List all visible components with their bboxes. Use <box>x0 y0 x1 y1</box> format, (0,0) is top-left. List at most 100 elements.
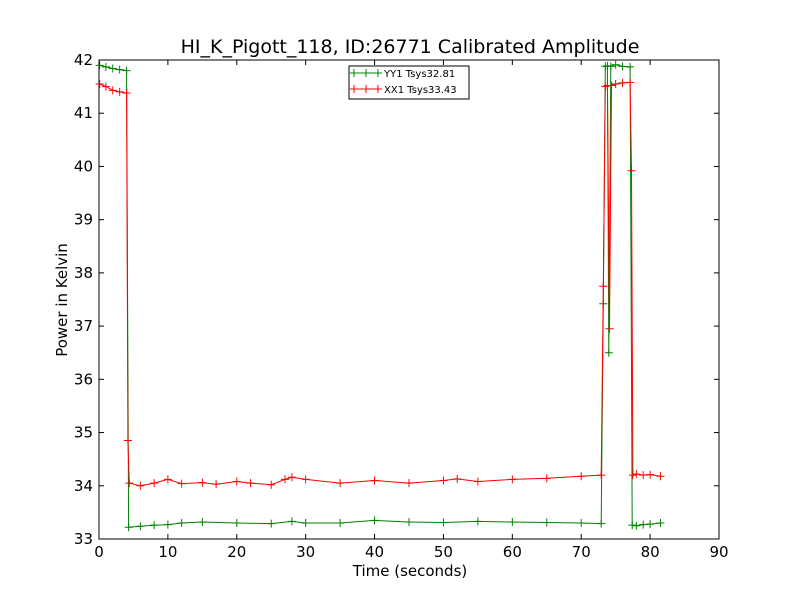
tick-layer: 0 10 20 30 40 50 60 70 80 90 33 34 35 36 37 38 39 40 41 42 <box>74 51 729 561</box>
data-point <box>632 470 641 479</box>
data-point <box>646 470 655 479</box>
data-point <box>163 475 172 484</box>
data-point <box>611 79 620 88</box>
data-point <box>122 88 131 97</box>
y-tick-label: 33 <box>74 530 93 548</box>
y-tick-label: 36 <box>74 370 93 388</box>
data-point <box>607 81 616 90</box>
data-point <box>603 61 612 70</box>
data-point <box>198 517 207 526</box>
data-point <box>95 61 104 70</box>
series-layer <box>95 60 665 532</box>
data-point <box>108 86 117 95</box>
data-point <box>267 480 276 489</box>
data-point <box>136 481 145 490</box>
data-point <box>163 520 172 529</box>
data-point <box>370 516 379 525</box>
data-point <box>639 520 648 529</box>
data-point <box>136 522 145 531</box>
data-point <box>336 519 345 528</box>
legend-marker <box>362 85 370 93</box>
data-point <box>626 62 635 71</box>
data-point <box>281 475 289 484</box>
data-point <box>453 474 462 483</box>
data-point <box>618 62 627 71</box>
x-tick-label: 90 <box>709 543 728 561</box>
data-point <box>639 471 648 480</box>
data-point <box>177 519 186 528</box>
data-point <box>101 82 110 91</box>
data-point <box>597 519 606 528</box>
x-tick-label: 0 <box>94 543 104 561</box>
data-point <box>301 519 310 528</box>
x-tick-label: 50 <box>434 543 453 561</box>
data-point <box>577 519 586 528</box>
legend-box <box>348 65 470 100</box>
legend-marker <box>374 69 382 77</box>
data-point <box>473 477 482 486</box>
data-point <box>177 479 186 488</box>
data-point <box>198 478 207 487</box>
y-axis-label: Power in Kelvin <box>53 243 71 357</box>
data-point <box>439 476 448 485</box>
data-point <box>125 479 134 488</box>
data-point <box>473 517 482 526</box>
y-tick-label: 40 <box>74 157 93 175</box>
legend: YY1 Tsys32.81 XX1 Tsys33.43 <box>348 65 470 100</box>
series-xx1 <box>95 78 665 490</box>
y-tick-label: 42 <box>74 51 93 69</box>
data-point <box>656 519 665 528</box>
x-tick-label: 20 <box>227 543 246 561</box>
legend-marker <box>374 85 382 93</box>
x-tick-label: 10 <box>158 543 177 561</box>
x-tick-label: 70 <box>572 543 591 561</box>
data-point <box>606 62 615 71</box>
data-point <box>627 166 636 175</box>
series-yy1 <box>95 60 665 532</box>
data-point <box>246 479 255 488</box>
data-point <box>542 474 551 483</box>
data-point <box>508 475 517 484</box>
legend-marker <box>362 69 370 77</box>
data-point <box>108 64 117 73</box>
x-tick-label: 30 <box>296 543 315 561</box>
data-point <box>632 521 641 530</box>
data-point <box>656 472 665 481</box>
data-point <box>287 517 296 526</box>
chart-title: HI_K_Pigott_118, ID:26771 Calibrated Amp… <box>181 36 640 58</box>
data-point <box>597 471 606 480</box>
data-point <box>405 479 413 488</box>
data-point <box>336 479 345 488</box>
data-point <box>618 78 627 87</box>
x-tick-label: 60 <box>503 543 522 561</box>
data-point <box>646 520 655 529</box>
data-point <box>95 79 104 88</box>
data-point <box>123 436 132 445</box>
data-point <box>370 476 379 485</box>
data-point <box>101 62 110 71</box>
data-point <box>150 521 159 530</box>
data-point <box>628 521 637 530</box>
legend-label-yy1: YY1 Tsys32.81 <box>383 69 455 80</box>
data-point <box>122 66 131 75</box>
data-point <box>115 65 124 74</box>
y-tick-label: 39 <box>74 211 93 229</box>
data-point <box>287 473 296 482</box>
data-point <box>604 348 613 357</box>
data-point <box>601 82 610 91</box>
data-point <box>115 87 124 96</box>
x-axis-label: Time (seconds) <box>352 562 468 580</box>
data-point <box>508 517 517 526</box>
data-point <box>267 519 276 528</box>
data-point <box>232 477 241 486</box>
legend-marker <box>350 85 358 93</box>
data-point <box>124 523 133 532</box>
data-point <box>611 60 620 69</box>
x-tick-label: 80 <box>641 543 660 561</box>
data-point <box>405 517 413 526</box>
data-point <box>577 472 586 481</box>
data-point <box>232 519 241 528</box>
y-tick-label: 37 <box>74 317 93 335</box>
data-point <box>150 479 159 488</box>
